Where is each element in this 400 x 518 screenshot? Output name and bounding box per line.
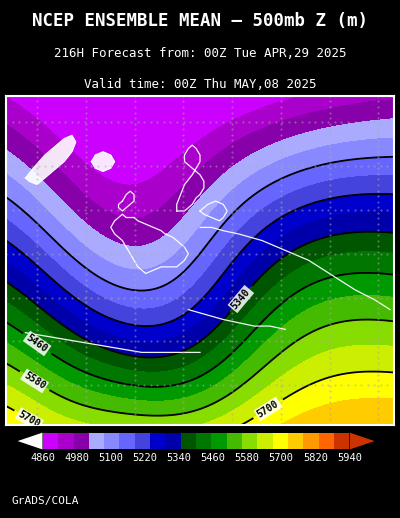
Bar: [288, 433, 304, 450]
Bar: [227, 433, 242, 450]
Bar: [120, 433, 135, 450]
Bar: [181, 433, 196, 450]
Text: GrADS/COLA: GrADS/COLA: [12, 496, 80, 506]
Text: 5820: 5820: [303, 453, 328, 463]
Bar: [319, 433, 334, 450]
Text: 5940: 5940: [337, 453, 362, 463]
Text: 5700: 5700: [17, 409, 42, 429]
Text: 5100: 5100: [98, 453, 124, 463]
Bar: [334, 433, 349, 450]
Bar: [58, 433, 74, 450]
Text: 5700: 5700: [269, 453, 294, 463]
Text: 4980: 4980: [64, 453, 90, 463]
Bar: [135, 433, 150, 450]
Bar: [196, 433, 212, 450]
Bar: [273, 433, 288, 450]
Bar: [212, 433, 227, 450]
Bar: [104, 433, 120, 450]
Text: 5580: 5580: [22, 370, 47, 392]
Text: 216H Forecast from: 00Z Tue APR,29 2025: 216H Forecast from: 00Z Tue APR,29 2025: [54, 47, 346, 60]
Text: 5460: 5460: [201, 453, 226, 463]
Bar: [89, 433, 104, 450]
Bar: [150, 433, 166, 450]
Bar: [242, 433, 258, 450]
Text: Valid time: 00Z Thu MAY,08 2025: Valid time: 00Z Thu MAY,08 2025: [84, 78, 316, 91]
Text: 5460: 5460: [25, 333, 50, 354]
Polygon shape: [350, 433, 374, 450]
Bar: [258, 433, 273, 450]
Polygon shape: [91, 152, 115, 171]
Text: NCEP ENSEMBLE MEAN – 500mb Z (m): NCEP ENSEMBLE MEAN – 500mb Z (m): [32, 12, 368, 30]
Text: 5580: 5580: [235, 453, 260, 463]
Text: 5340: 5340: [230, 287, 252, 311]
Bar: [74, 433, 89, 450]
Text: 5700: 5700: [256, 398, 281, 420]
Text: 5220: 5220: [132, 453, 158, 463]
Text: 5340: 5340: [166, 453, 192, 463]
Bar: [166, 433, 181, 450]
Bar: [304, 433, 319, 450]
Polygon shape: [18, 433, 42, 450]
Polygon shape: [26, 135, 76, 184]
Text: 4860: 4860: [30, 453, 55, 463]
Bar: [43, 433, 58, 450]
